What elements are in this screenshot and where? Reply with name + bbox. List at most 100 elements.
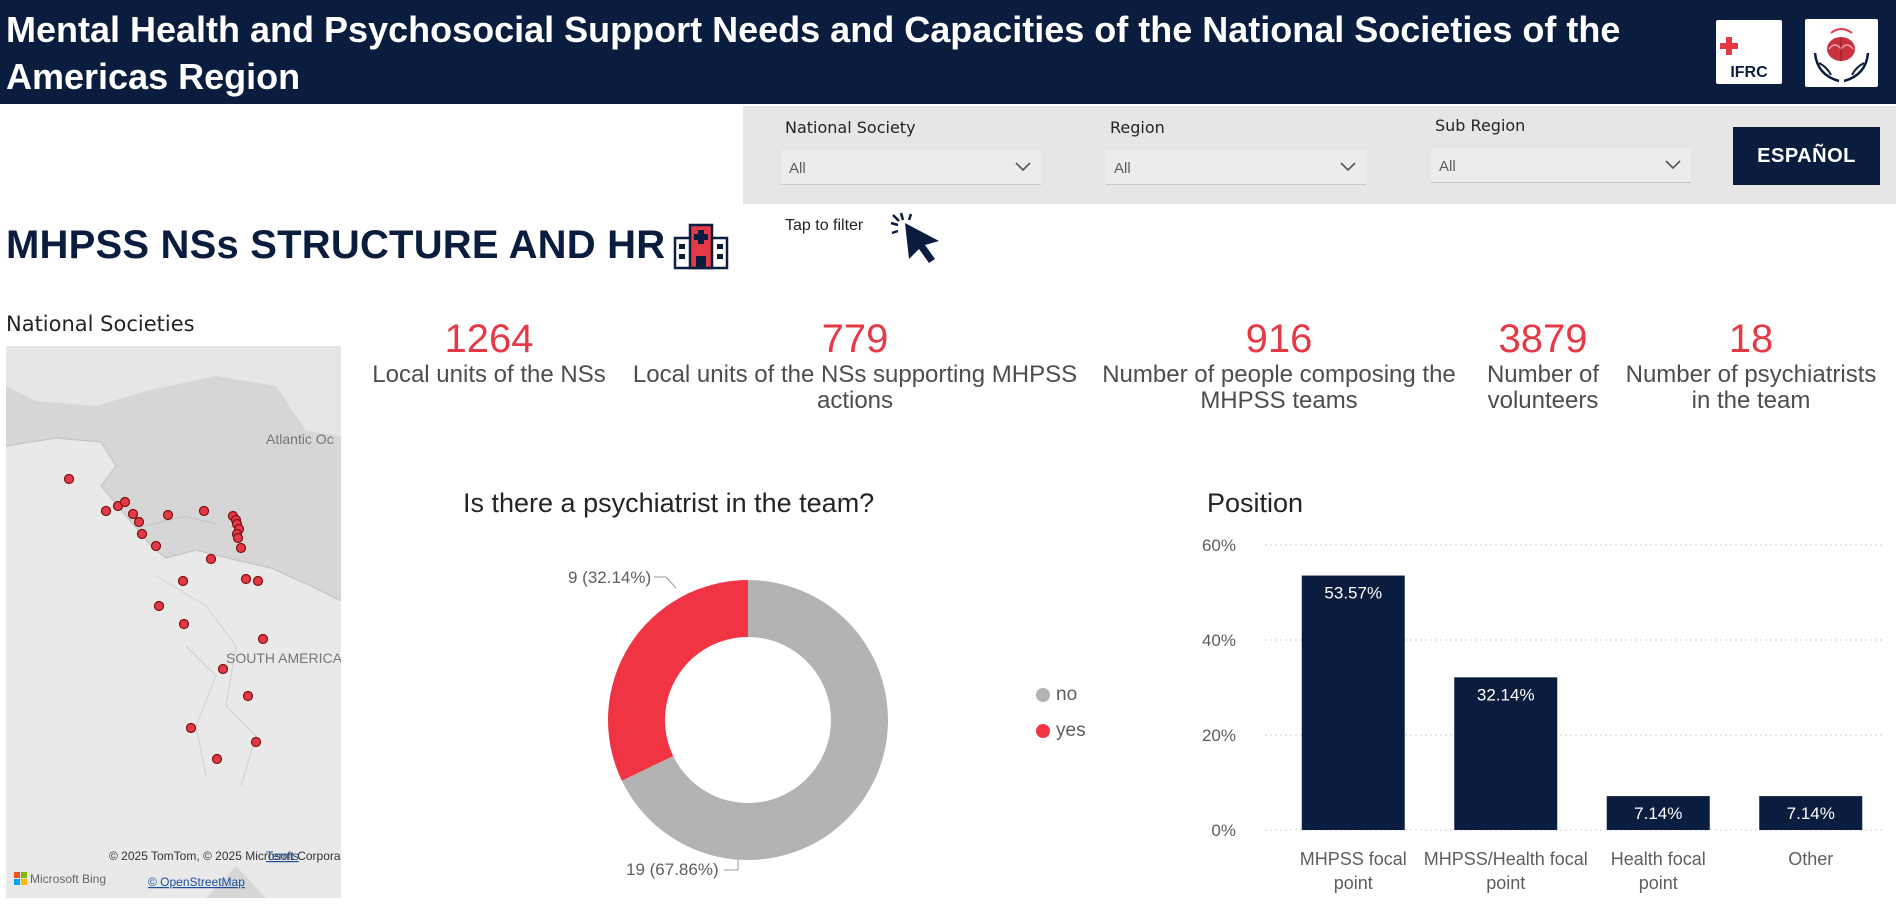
map-marker[interactable] — [119, 496, 131, 508]
kpi-mhpss-team-size: 916 Number of people composing the MHPSS… — [1099, 316, 1459, 414]
bar[interactable] — [1606, 796, 1710, 830]
x-tick-label: point — [1486, 873, 1525, 893]
bar-data-label: 7.14% — [1634, 804, 1682, 823]
national-societies-map[interactable]: Atlantic Oc SOUTH AMERICA © 2025 TomTom,… — [6, 346, 341, 898]
map-osm-link[interactable]: © OpenStreetMap — [148, 875, 245, 889]
filter-label-region: Region — [1110, 118, 1165, 137]
map-title: National Societies — [6, 312, 195, 336]
map-marker[interactable] — [211, 753, 223, 765]
chevron-down-icon — [1340, 158, 1356, 178]
map-marker[interactable] — [198, 505, 210, 517]
ifrc-logo: IFRC — [1716, 20, 1782, 84]
bar[interactable] — [1454, 677, 1558, 830]
kpi-value: 779 — [821, 317, 889, 361]
cursor-click-icon — [889, 211, 947, 272]
bar-chart-title: Position — [1207, 488, 1304, 518]
psychiatrist-donut-chart[interactable]: 9 (32.14%) 19 (67.86%) — [540, 545, 960, 900]
kpi-value: 1264 — [444, 317, 534, 361]
map-marker[interactable] — [177, 575, 189, 587]
map-marker[interactable] — [242, 690, 254, 702]
chevron-down-icon — [1015, 158, 1031, 178]
map-marker[interactable] — [185, 722, 197, 734]
x-tick-label: Other — [1788, 849, 1833, 869]
ifrc-logo-text: IFRC — [1730, 64, 1768, 81]
map-marker[interactable] — [232, 532, 244, 544]
y-tick-label: 20% — [1202, 726, 1236, 745]
chevron-down-icon — [1665, 156, 1681, 176]
map-marker[interactable] — [178, 618, 190, 630]
kpi-value: 916 — [1245, 317, 1313, 361]
kpi-value: 3879 — [1498, 317, 1588, 361]
national-society-dropdown[interactable]: All — [781, 150, 1041, 185]
legend-item-yes[interactable]: yes — [1036, 720, 1086, 742]
brain-hands-logo — [1805, 19, 1878, 87]
map-marker[interactable] — [250, 736, 262, 748]
map-marker[interactable] — [133, 516, 145, 528]
section-title: MHPSS NSs STRUCTURE AND HR — [6, 223, 666, 267]
sub-region-value: All — [1439, 158, 1456, 175]
x-tick-label: point — [1639, 873, 1678, 893]
x-tick-label: point — [1334, 873, 1373, 893]
map-marker[interactable] — [257, 633, 269, 645]
map-marker[interactable] — [127, 508, 139, 520]
donut-slice-no[interactable] — [621, 580, 888, 860]
kpi-local-units: 1264 Local units of the NSs — [369, 316, 609, 388]
bar-data-label: 32.14% — [1477, 685, 1535, 704]
map-terms-link[interactable]: Terms — [266, 849, 299, 863]
legend-item-no[interactable]: no — [1036, 684, 1086, 706]
donut-data-label-yes: 9 (32.14%) — [568, 568, 651, 587]
map-marker[interactable] — [153, 600, 165, 612]
donut-slice-yes[interactable] — [608, 580, 748, 781]
map-marker[interactable] — [63, 473, 75, 485]
map-attribution: © 2025 TomTom, © 2025 Microsoft Corporat… — [109, 849, 341, 863]
map-label-ocean: Atlantic Oc — [266, 431, 334, 447]
bar-data-label: 7.14% — [1787, 804, 1835, 823]
kpi-label: Number of people composing the MHPSS tea… — [1102, 361, 1456, 414]
map-marker[interactable] — [240, 573, 252, 585]
header-bar — [0, 0, 1896, 104]
kpi-label: Local units of the NSs — [372, 361, 606, 388]
kpi-local-units-mhpss: 779 Local units of the NSs supporting MH… — [625, 316, 1085, 414]
map-marker[interactable] — [252, 575, 264, 587]
map-marker[interactable] — [150, 540, 162, 552]
tap-to-filter-hint: Tap to filter — [785, 217, 864, 234]
legend-swatch-yes — [1036, 724, 1050, 738]
region-value: All — [1114, 160, 1131, 177]
map-marker[interactable] — [235, 542, 247, 554]
kpi-value: 18 — [1728, 317, 1774, 361]
hospital-icon — [672, 222, 730, 275]
page-title: Mental Health and Psychosocial Support N… — [6, 9, 1621, 97]
map-marker[interactable] — [205, 553, 217, 565]
donut-data-label-no: 19 (67.86%) — [626, 860, 719, 879]
x-tick-label: Health focal — [1611, 849, 1706, 869]
donut-chart-title: Is there a psychiatrist in the team? — [463, 488, 875, 518]
x-tick-label: MHPSS/Health focal — [1424, 849, 1588, 869]
y-tick-label: 60% — [1202, 536, 1236, 555]
position-bar-chart[interactable]: 0% 20% 40% 60% 53.57% MHPSS focal point 32.14%… — [1195, 525, 1895, 900]
bar[interactable] — [1301, 575, 1405, 830]
map-marker[interactable] — [136, 528, 148, 540]
bar[interactable] — [1759, 796, 1863, 830]
kpi-label: Number of volunteers — [1486, 361, 1600, 414]
map-label-continent: SOUTH AMERICA — [226, 650, 341, 666]
sub-region-dropdown[interactable]: All — [1431, 148, 1691, 183]
map-marker[interactable] — [162, 509, 174, 521]
filter-label-sub-region: Sub Region — [1435, 116, 1526, 135]
language-spanish-button[interactable]: ESPAÑOL — [1733, 127, 1880, 185]
legend-label-no: no — [1056, 684, 1078, 705]
map-brand: Microsoft Bing — [30, 872, 106, 886]
x-tick-label: MHPSS focal — [1300, 849, 1407, 869]
kpi-label: Local units of the NSs supporting MHPSS … — [632, 361, 1078, 414]
y-tick-label: 0% — [1211, 821, 1236, 840]
legend-label-yes: yes — [1056, 720, 1086, 741]
map-marker[interactable] — [217, 663, 229, 675]
region-dropdown[interactable]: All — [1106, 150, 1366, 185]
donut-legend: no yes — [1036, 684, 1086, 742]
microsoft-logo-icon — [14, 872, 27, 885]
kpi-psychiatrists: 18 Number of psychiatrists in the team — [1622, 316, 1880, 414]
map-marker[interactable] — [100, 505, 112, 517]
kpi-label: Number of psychiatrists in the team — [1625, 361, 1877, 414]
national-society-value: All — [789, 160, 806, 177]
y-tick-label: 40% — [1202, 631, 1236, 650]
kpi-volunteers: 3879 Number of volunteers — [1473, 316, 1613, 414]
